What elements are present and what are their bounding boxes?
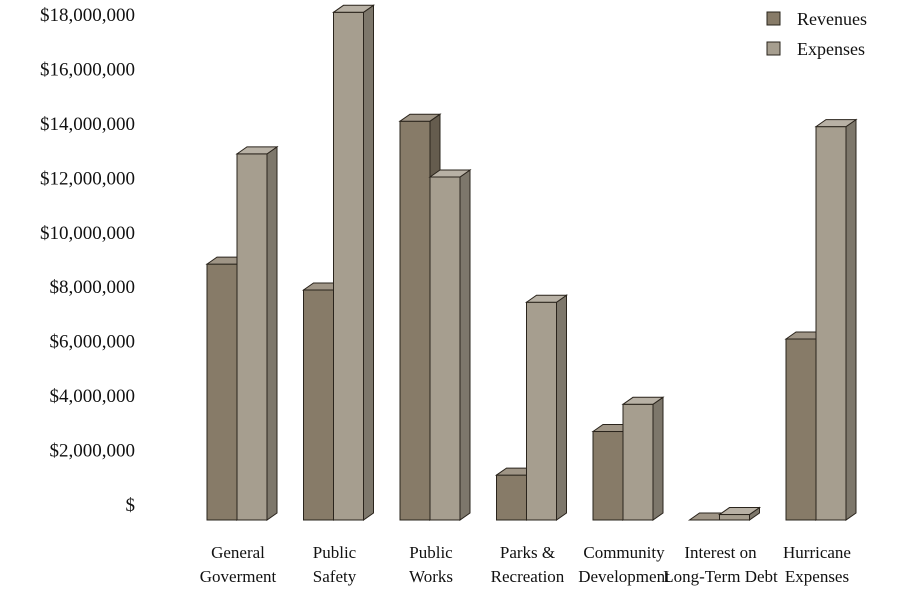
bar-front	[496, 474, 527, 521]
category-label: Community	[583, 543, 665, 562]
y-tick-label: $18,000,000	[40, 5, 135, 26]
bar-expenses-2	[428, 169, 472, 521]
bar-front	[592, 431, 624, 521]
category-label: Expenses	[785, 567, 849, 586]
bar-front	[526, 301, 557, 521]
bar-side	[652, 396, 664, 521]
bar-front	[236, 153, 268, 521]
legend-swatch-expenses	[766, 41, 781, 56]
bar-side	[459, 169, 471, 521]
category-label: Long-Term Debt	[663, 567, 778, 586]
x-axis-labels: General Goverment Public Safety Public Works P…	[200, 543, 851, 586]
category-label: Development	[578, 567, 670, 586]
y-tick-label: $14,000,000	[40, 114, 135, 135]
category-label: Public	[409, 543, 453, 562]
category-label: Safety	[313, 567, 357, 586]
y-tick-label: $12,000,000	[40, 168, 135, 189]
bar-top	[398, 113, 442, 122]
bar-top	[524, 294, 569, 303]
bar-expenses-1	[331, 4, 376, 521]
bar-front	[206, 263, 238, 521]
bar-top	[235, 146, 279, 155]
bar-top	[717, 507, 762, 516]
bar-front	[399, 120, 431, 521]
bar-front	[815, 126, 847, 521]
bar-front	[719, 514, 750, 521]
bar-front	[303, 289, 334, 521]
bar-side	[363, 4, 374, 521]
legend-label-revenues: Revenues	[797, 9, 867, 29]
bar-expenses-0	[235, 145, 279, 521]
legend-label-expenses: Expenses	[797, 39, 865, 59]
bar-front	[785, 338, 817, 521]
bar-top	[621, 396, 665, 405]
bar-expenses-5	[717, 506, 762, 521]
category-label: Parks &	[500, 543, 555, 562]
bar-side	[556, 294, 567, 521]
category-label: Goverment	[200, 567, 277, 586]
category-label: General	[211, 543, 265, 562]
bar-front	[622, 403, 654, 521]
y-tick-label: $16,000,000	[40, 59, 135, 80]
bar-top	[428, 169, 472, 178]
bar-side	[845, 118, 857, 521]
y-tick-label: $6,000,000	[50, 332, 136, 353]
y-axis-ticks: $ $2,000,000 $4,000,000 $6,000,000 $8,000,00…	[40, 5, 135, 516]
category-label: Hurricane	[783, 543, 851, 562]
legend: Revenues Expenses	[766, 9, 867, 59]
bar-expenses-4	[621, 396, 665, 521]
bar-expenses-6	[814, 118, 858, 521]
category-label: Interest on	[684, 543, 757, 562]
y-tick-label: $10,000,000	[40, 223, 135, 244]
category-label: Public	[313, 543, 357, 562]
legend-swatch-revenues	[766, 11, 781, 26]
category-label: Recreation	[491, 567, 565, 586]
y-tick-label: $4,000,000	[50, 386, 136, 407]
category-label: Works	[409, 567, 453, 586]
bar-expenses-3	[524, 294, 569, 521]
bar-top	[331, 4, 376, 13]
bar-side	[266, 145, 278, 521]
y-tick-label: $2,000,000	[50, 441, 136, 462]
bar-front	[333, 11, 364, 521]
y-tick-label: $	[126, 495, 136, 516]
bar-front	[429, 176, 461, 521]
bars	[205, 4, 858, 521]
bar-top	[814, 119, 858, 128]
y-tick-label: $8,000,000	[50, 277, 136, 298]
